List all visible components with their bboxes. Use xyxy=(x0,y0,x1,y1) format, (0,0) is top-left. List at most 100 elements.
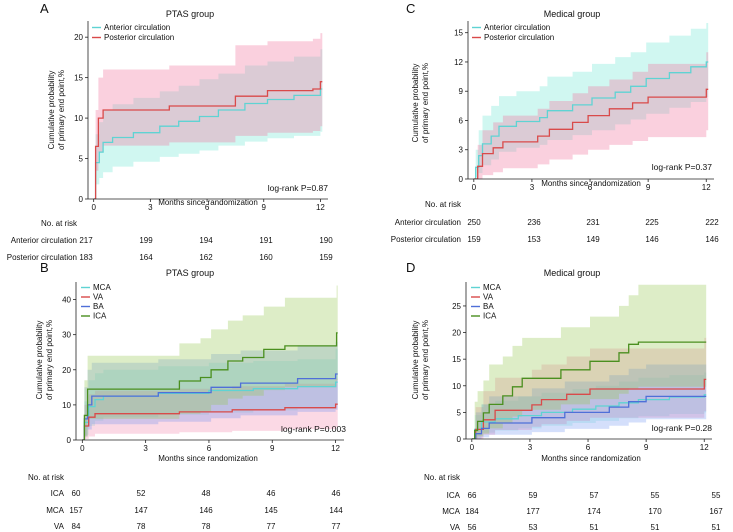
y-tick-label: 15 xyxy=(454,29,463,38)
x-tick-label: 3 xyxy=(530,183,535,192)
risk-count: 59 xyxy=(529,491,538,500)
risk-count: 77 xyxy=(332,522,341,531)
x-tick-label: 0 xyxy=(472,183,477,192)
x-tick-label: 9 xyxy=(644,443,649,452)
risk-count: 217 xyxy=(79,236,93,245)
risk-count: 177 xyxy=(526,507,540,516)
y-axis-label-line: Cumulative probability xyxy=(411,321,420,400)
y-tick-label: 10 xyxy=(452,382,461,391)
risk-count: 183 xyxy=(79,253,93,262)
legend-background xyxy=(90,24,208,46)
y-axis-label-line: Cumulative probability xyxy=(47,71,56,150)
km-line-va xyxy=(82,403,338,440)
risk-count: 194 xyxy=(199,236,213,245)
x-axis-label: Months since randomization xyxy=(158,198,258,207)
km-line-va xyxy=(471,378,707,439)
risk-count: 162 xyxy=(199,253,213,262)
risk-count: 51 xyxy=(712,523,721,532)
legend-label: ICA xyxy=(93,312,107,321)
legend-background xyxy=(79,284,127,324)
risk-count: 160 xyxy=(259,253,273,262)
x-tick-label: 3 xyxy=(143,444,148,453)
km-line-posterior-circulation xyxy=(473,88,709,179)
risk-table: No. at risk Anterior circulation 250 236 231… xyxy=(391,200,719,244)
risk-count: 52 xyxy=(137,489,146,498)
y-tick-label: 40 xyxy=(62,296,71,305)
risk-count: 145 xyxy=(264,506,278,515)
km-line-ba xyxy=(471,395,707,439)
km-line-ica xyxy=(82,332,338,440)
panel-letter: A xyxy=(40,1,49,16)
y-tick-label: 0 xyxy=(459,175,464,184)
risk-count: 174 xyxy=(587,507,601,516)
risk-row-label: MCA xyxy=(442,507,460,516)
ci-band-anterior-circulation xyxy=(93,49,323,199)
risk-count: 153 xyxy=(527,235,541,244)
legend-label: MCA xyxy=(93,283,111,292)
y-tick-label: 20 xyxy=(74,33,83,42)
km-line-ba xyxy=(82,373,338,440)
risk-count: 56 xyxy=(468,523,477,532)
plot-area xyxy=(473,23,709,179)
risk-count: 167 xyxy=(709,507,723,516)
risk-count: 51 xyxy=(590,523,599,532)
risk-count: 48 xyxy=(202,489,211,498)
x-tick-label: 6 xyxy=(207,444,212,453)
risk-count: 66 xyxy=(468,491,477,500)
risk-count: 144 xyxy=(329,506,343,515)
y-axis-label-line: of primary end point,% xyxy=(421,63,430,143)
ci-band-va xyxy=(82,378,338,440)
risk-count: 190 xyxy=(319,236,333,245)
ci-band-ba xyxy=(471,364,707,439)
risk-count: 78 xyxy=(202,522,211,531)
risk-count: 199 xyxy=(139,236,153,245)
risk-count: 53 xyxy=(529,523,538,532)
y-axis-label: Cumulative probabilityof primary end poi… xyxy=(47,70,66,150)
km-line-mca xyxy=(471,394,707,439)
ci-band-ica xyxy=(471,284,707,439)
x-tick-label: 6 xyxy=(586,443,591,452)
x-tick-label: 12 xyxy=(702,183,711,192)
ci-band-mca xyxy=(82,348,338,440)
risk-count: 191 xyxy=(259,236,273,245)
risk-count: 164 xyxy=(139,253,153,262)
ci-band-va xyxy=(471,337,707,439)
log-rank-annotation: log-rank P=0.37 xyxy=(652,162,713,172)
risk-row-label: VA xyxy=(54,522,65,531)
risk-count: 184 xyxy=(465,507,479,516)
legend-label: Posterior circulation xyxy=(484,33,554,42)
panel-letter: C xyxy=(406,1,415,16)
y-axis-label: Cumulative probabilityof primary end poi… xyxy=(411,63,430,143)
x-tick-label: 9 xyxy=(262,203,267,212)
legend-label: VA xyxy=(93,293,104,302)
risk-row-label: Posterior circulation xyxy=(7,253,77,262)
y-tick-label: 0 xyxy=(79,195,84,204)
risk-row-label: VA xyxy=(450,523,461,532)
km-line-anterior-circulation xyxy=(473,61,709,179)
y-tick-label: 0 xyxy=(67,436,72,445)
x-tick-label: 0 xyxy=(470,443,475,452)
risk-count: 159 xyxy=(467,235,481,244)
risk-count: 236 xyxy=(527,218,541,227)
risk-row-label: ICA xyxy=(447,491,461,500)
y-axis-label-line: of primary end point,% xyxy=(57,70,66,150)
km-line-ica xyxy=(471,341,707,439)
ci-band-anterior-circulation xyxy=(473,23,709,179)
risk-count: 55 xyxy=(651,491,660,500)
risk-table: No. at risk ICA 60 52 48 46 46 MCA 157 147 146 145 1… xyxy=(28,473,343,531)
legend-label: BA xyxy=(483,302,494,311)
y-axis-label-line: Cumulative probability xyxy=(411,64,420,143)
risk-table: No. at risk ICA 66 59 57 55 55 MCA 184 177 174 170 1… xyxy=(424,473,723,532)
risk-count: 146 xyxy=(199,506,213,515)
risk-count: 147 xyxy=(134,506,148,515)
risk-count: 51 xyxy=(651,523,660,532)
plot-area xyxy=(82,285,338,440)
x-axis-label: Months since randomization xyxy=(158,454,258,463)
x-tick-label: 0 xyxy=(91,203,96,212)
risk-count: 57 xyxy=(590,491,599,500)
risk-count: 46 xyxy=(332,489,341,498)
y-tick-label: 25 xyxy=(452,302,461,311)
risk-table-header: No. at risk xyxy=(41,219,78,228)
legend-background xyxy=(469,284,517,324)
